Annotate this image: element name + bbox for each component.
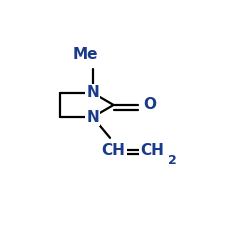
Text: N: N	[86, 110, 99, 125]
Text: O: O	[143, 97, 156, 112]
Text: CH: CH	[141, 143, 164, 158]
Text: 2: 2	[168, 154, 177, 167]
Text: N: N	[86, 85, 99, 100]
Text: Me: Me	[73, 47, 98, 62]
Text: CH: CH	[102, 142, 125, 158]
